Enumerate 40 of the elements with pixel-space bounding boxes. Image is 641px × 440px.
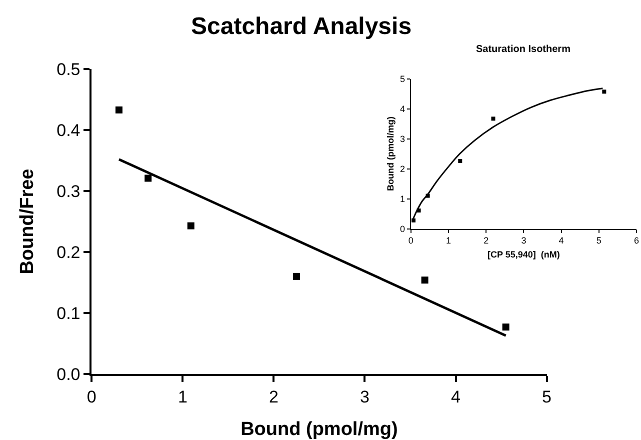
x-tick-label: 2	[268, 387, 278, 406]
x-tick-label: 3	[521, 236, 526, 246]
x-tick-label: 5	[542, 387, 552, 406]
y-tick-label: 1	[400, 194, 405, 204]
y-axis-title: Bound (pmol/mg)	[385, 116, 396, 192]
x-tick-label: 0	[408, 236, 414, 246]
y-tick-label: 4	[400, 104, 405, 114]
y-tick-label: 0.3	[56, 182, 80, 201]
point	[144, 174, 152, 182]
x-axis-title: [CP 55,940] (nM)	[488, 250, 560, 260]
x-tick-label: 0	[86, 387, 96, 406]
point	[115, 106, 122, 114]
x-tick-label: 1	[446, 236, 451, 246]
point	[458, 158, 462, 163]
y-tick-label: 0.2	[56, 242, 80, 262]
y-tick-label: 0.5	[56, 60, 80, 80]
x-tick-label: 5	[596, 236, 602, 246]
y-tick-label: 0.4	[56, 121, 80, 140]
y-tick-label: 3	[400, 134, 405, 144]
x-tick-label: 1	[178, 387, 188, 406]
x-tick-label: 4	[451, 387, 460, 406]
chart-title: Scatchard Analysis	[191, 13, 412, 40]
y-tick-label: 0.1	[56, 304, 80, 323]
x-axis-title: Bound (pmol/mg)	[240, 419, 398, 440]
x-tick-label: 4	[558, 236, 564, 246]
point	[502, 324, 510, 331]
point	[491, 116, 496, 121]
y-tick-label: 0	[400, 224, 405, 234]
x-tick-label: 3	[360, 387, 370, 406]
point	[292, 272, 300, 280]
x-tick-label: 6	[634, 236, 640, 246]
y-axis-title: Bound/Free	[16, 168, 38, 274]
point	[421, 276, 428, 284]
chart-title: Saturation Isotherm	[476, 44, 571, 55]
point	[602, 90, 606, 94]
y-tick-label: 2	[400, 164, 405, 174]
point	[187, 222, 194, 230]
y-tick-label: 0.0	[56, 364, 80, 384]
x-tick-label: 2	[484, 236, 489, 246]
y-tick-label: 5	[400, 74, 405, 84]
